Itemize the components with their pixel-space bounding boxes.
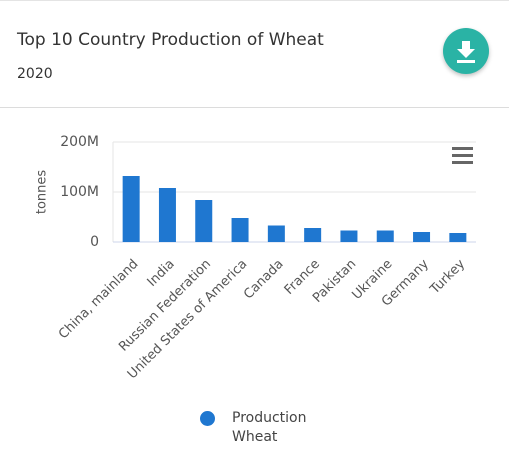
bar [122, 176, 140, 242]
bar [231, 218, 249, 242]
bar [267, 225, 285, 242]
bar [449, 233, 467, 242]
x-tick-label: Turkey [427, 256, 468, 297]
legend-marker[interactable] [200, 411, 215, 426]
y-tick-label: 100M [60, 184, 99, 200]
bar [340, 230, 358, 242]
x-tick-label: India [145, 257, 178, 290]
y-axis-title: tonnes [35, 170, 50, 215]
x-tick-label: China, mainland [56, 257, 142, 343]
y-tick-label: 0 [90, 234, 99, 250]
bar [304, 228, 322, 242]
card-subtitle: 2020 [17, 66, 53, 82]
separator [0, 107, 509, 108]
menu-icon[interactable] [452, 147, 473, 164]
x-tick-label: Canada [241, 257, 287, 303]
download-icon [457, 41, 475, 63]
bar [158, 188, 176, 242]
bar [195, 200, 213, 242]
download-button[interactable] [443, 28, 489, 74]
card-title: Top 10 Country Production of Wheat [17, 30, 324, 50]
y-tick-label: 200M [60, 134, 99, 150]
bar [376, 230, 394, 242]
bar [413, 232, 431, 242]
legend-label[interactable]: Production Wheat [232, 410, 307, 445]
legend: Production Wheat [200, 409, 322, 447]
